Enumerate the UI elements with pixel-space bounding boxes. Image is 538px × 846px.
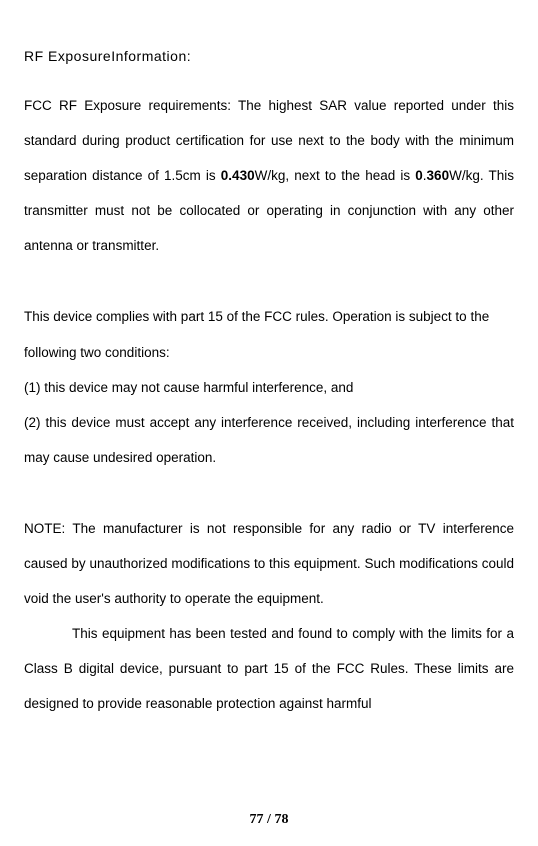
page-current: 77 [250,812,264,827]
sar-mid-text: , next to the head is [285,168,415,183]
sar-body-unit: W/kg [255,168,286,183]
paragraph-compliance-intro: This device complies with part 15 of the… [24,299,514,369]
sar-head-first: 0 [415,168,423,183]
sar-head-unit: W/kg. [449,168,488,183]
paragraph-sar: FCC RF Exposure requirements: The highes… [24,88,514,263]
section-title: RF ExposureInformation: [24,48,514,64]
spacer [24,281,514,299]
paragraph-condition-2: (2) this device must accept any interfer… [24,405,514,475]
paragraph-classb: This equipment has been tested and found… [24,616,514,721]
sar-head-rest: 360 [427,168,450,183]
page-total: 78 [274,812,288,827]
paragraph-note: NOTE: The manufacturer is not responsibl… [24,511,514,616]
page-separator: / [264,812,275,827]
paragraph-condition-1: (1) this device may not cause harmful in… [24,370,514,405]
spacer [24,493,514,511]
sar-body-value: 0.430 [221,168,255,183]
page-footer: 77 / 78 [0,812,538,828]
